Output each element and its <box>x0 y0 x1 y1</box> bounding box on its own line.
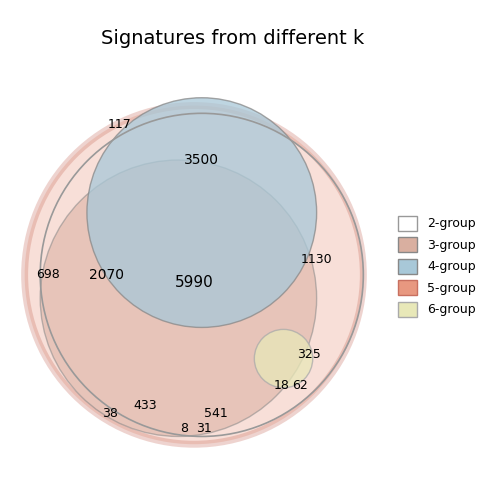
Text: Signatures from different k: Signatures from different k <box>101 29 364 48</box>
Text: 18: 18 <box>274 380 289 392</box>
Legend: 2-group, 3-group, 4-group, 5-group, 6-group: 2-group, 3-group, 4-group, 5-group, 6-gr… <box>393 211 481 322</box>
Text: 5990: 5990 <box>174 275 213 290</box>
Text: 433: 433 <box>134 399 157 412</box>
Text: 8: 8 <box>180 422 188 435</box>
Text: 1130: 1130 <box>301 253 333 266</box>
Text: 38: 38 <box>102 407 118 420</box>
Text: 2070: 2070 <box>89 268 124 282</box>
Text: 62: 62 <box>292 380 308 392</box>
Text: 3500: 3500 <box>184 153 219 167</box>
Text: 325: 325 <box>297 348 321 361</box>
Text: 117: 117 <box>108 118 132 132</box>
Text: 698: 698 <box>36 269 60 281</box>
Circle shape <box>255 330 312 388</box>
Circle shape <box>25 105 363 444</box>
Text: 541: 541 <box>204 407 227 420</box>
Text: 31: 31 <box>196 422 212 435</box>
Circle shape <box>87 98 317 328</box>
Circle shape <box>40 160 317 436</box>
